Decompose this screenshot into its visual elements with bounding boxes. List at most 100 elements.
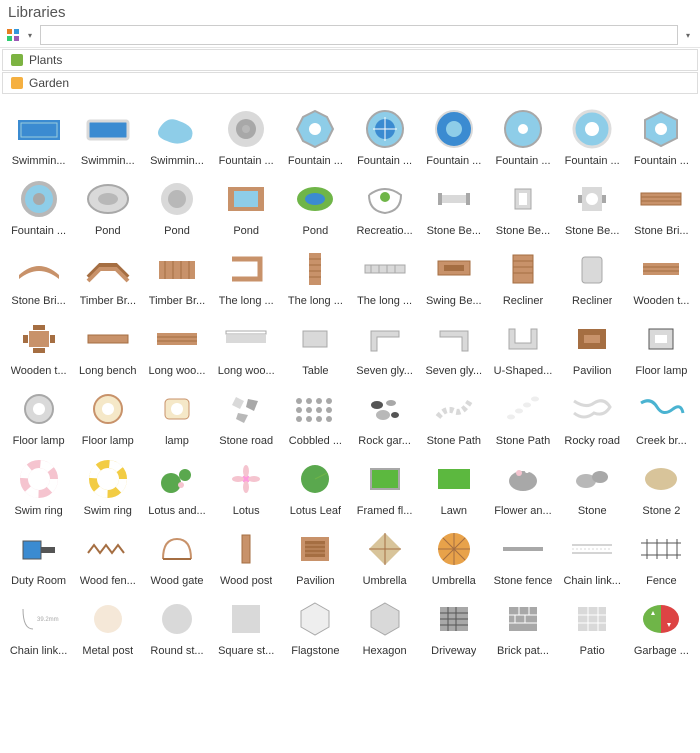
shape-item[interactable]: Stone road [212, 383, 281, 451]
shape-item[interactable]: Fountain ... [281, 103, 350, 171]
shape-item[interactable]: Pavilion [558, 313, 627, 381]
shape-item[interactable]: Patio [558, 593, 627, 661]
shape-item[interactable]: Wood gate [142, 523, 211, 591]
shape-thumb [11, 527, 67, 571]
shape-item[interactable]: Stone [558, 453, 627, 521]
shape-item[interactable]: Fence [627, 523, 696, 591]
shape-label: Chain link... [10, 645, 67, 657]
shape-item[interactable]: The long ... [350, 243, 419, 311]
shape-label: Fountain ... [634, 155, 689, 167]
shape-item[interactable]: Seven gly... [419, 313, 488, 381]
shape-item[interactable]: Wood post [212, 523, 281, 591]
shape-item[interactable]: Timber Br... [142, 243, 211, 311]
shape-item[interactable]: Wooden t... [4, 313, 73, 381]
shape-item[interactable]: Framed fl... [350, 453, 419, 521]
shape-item[interactable]: Rock gar... [350, 383, 419, 451]
shape-item[interactable]: Floor lamp [73, 383, 142, 451]
shape-thumb [495, 387, 551, 431]
shape-item[interactable]: Swimmin... [4, 103, 73, 171]
shape-item[interactable]: Long woo... [142, 313, 211, 381]
view-dropdown[interactable]: ▾ [24, 31, 36, 40]
shape-item[interactable]: Lotus Leaf [281, 453, 350, 521]
shape-item[interactable]: Pond [142, 173, 211, 241]
shape-item[interactable]: Umbrella [350, 523, 419, 591]
search-input[interactable] [40, 25, 678, 45]
shape-item[interactable]: Seven gly... [350, 313, 419, 381]
shape-item[interactable]: Swimmin... [73, 103, 142, 171]
shape-item[interactable]: Floor lamp [627, 313, 696, 381]
shape-item[interactable]: Driveway [419, 593, 488, 661]
shape-item[interactable]: Metal post [73, 593, 142, 661]
shape-item[interactable]: Stone Bri... [4, 243, 73, 311]
shape-label: Fountain ... [288, 155, 343, 167]
shape-item[interactable]: Lotus and... [142, 453, 211, 521]
shape-thumb [426, 317, 482, 361]
grid-icon[interactable] [6, 28, 20, 42]
shape-item[interactable]: Stone Be... [558, 173, 627, 241]
shape-item[interactable]: Timber Br... [73, 243, 142, 311]
shape-item[interactable]: Square st... [212, 593, 281, 661]
shape-item[interactable]: Fountain ... [488, 103, 557, 171]
shape-item[interactable]: Pond [212, 173, 281, 241]
shape-item[interactable]: Wood fen... [73, 523, 142, 591]
shape-item[interactable]: Round st... [142, 593, 211, 661]
shape-item[interactable]: Stone fence [488, 523, 557, 591]
shape-label: Framed fl... [357, 505, 413, 517]
svg-text:39.2mm: 39.2mm [37, 617, 59, 623]
shape-item[interactable]: Stone Be... [488, 173, 557, 241]
shape-label: Wood post [220, 575, 272, 587]
shape-item[interactable]: Floor lamp [4, 383, 73, 451]
shape-item[interactable]: Recreatio... [350, 173, 419, 241]
shape-item[interactable]: Garbage ... [627, 593, 696, 661]
shape-item[interactable]: Brick pat... [488, 593, 557, 661]
shape-item[interactable]: Swim ring [73, 453, 142, 521]
shape-item[interactable]: Chain link... [558, 523, 627, 591]
shape-item[interactable]: The long ... [281, 243, 350, 311]
shape-item[interactable]: Table [281, 313, 350, 381]
shape-item[interactable]: Fountain ... [4, 173, 73, 241]
shape-thumb [426, 177, 482, 221]
shape-item[interactable]: Stone Path [488, 383, 557, 451]
shape-item[interactable]: Creek br... [627, 383, 696, 451]
shape-item[interactable]: U-Shaped... [488, 313, 557, 381]
shape-thumb [149, 527, 205, 571]
shape-item[interactable]: Long bench [73, 313, 142, 381]
shape-item[interactable]: Fountain ... [558, 103, 627, 171]
shape-item[interactable]: Cobbled ... [281, 383, 350, 451]
shape-item[interactable]: Stone 2 [627, 453, 696, 521]
search-dropdown[interactable]: ▾ [682, 31, 694, 40]
shape-item[interactable]: 39.2mm Chain link... [4, 593, 73, 661]
shape-item[interactable]: Hexagon [350, 593, 419, 661]
shape-item[interactable]: Swimmin... [142, 103, 211, 171]
shape-item[interactable]: Pond [73, 173, 142, 241]
shape-item[interactable]: Stone Path [419, 383, 488, 451]
shape-item[interactable]: Flagstone [281, 593, 350, 661]
shape-thumb [426, 247, 482, 291]
shape-item[interactable]: Recliner [558, 243, 627, 311]
shape-item[interactable]: Stone Bri... [627, 173, 696, 241]
shape-item[interactable]: Umbrella [419, 523, 488, 591]
shape-item[interactable]: Rocky road [558, 383, 627, 451]
shape-item[interactable]: Pavilion [281, 523, 350, 591]
shape-item[interactable]: Fountain ... [212, 103, 281, 171]
shape-item[interactable]: Wooden t... [627, 243, 696, 311]
shape-item[interactable]: Fountain ... [419, 103, 488, 171]
category-plants[interactable]: Plants [2, 49, 698, 71]
shape-item[interactable]: Swing Be... [419, 243, 488, 311]
shape-item[interactable]: lamp [142, 383, 211, 451]
shape-item[interactable]: Pond [281, 173, 350, 241]
shape-item[interactable]: Recliner [488, 243, 557, 311]
shape-item[interactable]: Lawn [419, 453, 488, 521]
shape-item[interactable]: Fountain ... [627, 103, 696, 171]
shape-item[interactable]: Stone Be... [419, 173, 488, 241]
shape-label: Flower an... [494, 505, 551, 517]
shape-item[interactable]: Swim ring [4, 453, 73, 521]
shape-item[interactable]: Fountain ... [350, 103, 419, 171]
shape-grid: Swimmin...Swimmin...Swimmin...Fountain .… [0, 95, 700, 669]
shape-item[interactable]: The long ... [212, 243, 281, 311]
shape-item[interactable]: Flower an... [488, 453, 557, 521]
shape-item[interactable]: Long woo... [212, 313, 281, 381]
shape-item[interactable]: Duty Room [4, 523, 73, 591]
shape-item[interactable]: Lotus [212, 453, 281, 521]
category-garden[interactable]: Garden [2, 72, 698, 94]
